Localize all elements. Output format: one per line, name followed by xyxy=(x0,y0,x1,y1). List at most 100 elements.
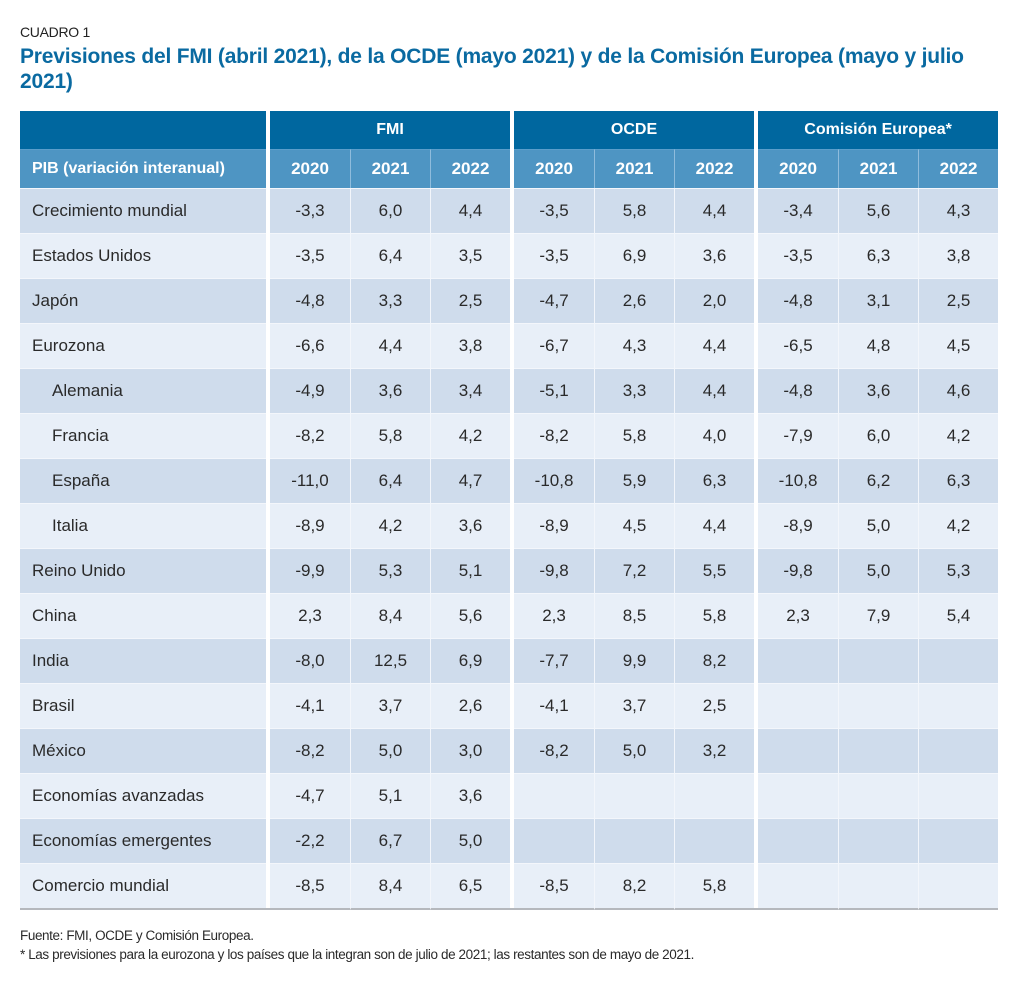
row-label: Japón xyxy=(20,278,266,323)
row-label: Estados Unidos xyxy=(20,233,266,278)
cell-ce-2021 xyxy=(838,638,919,683)
cell-ce-2022: 4,6 xyxy=(918,368,999,413)
cell-fmi-2021: 4,2 xyxy=(350,503,430,548)
cell-ce-2022: 4,2 xyxy=(918,413,999,458)
cell-fmi-2022: 4,2 xyxy=(430,413,511,458)
row-label: Brasil xyxy=(20,683,266,728)
cell-ocde-2021: 5,0 xyxy=(594,728,675,773)
cell-ocde-2020: -10,8 xyxy=(514,458,595,503)
cell-fmi-2020: -6,6 xyxy=(270,323,350,368)
cell-fmi-2022: 5,1 xyxy=(430,548,511,593)
cell-ce-2021: 6,3 xyxy=(838,233,919,278)
cell-ocde-2021: 4,3 xyxy=(594,323,675,368)
cell-ocde-2020: -8,9 xyxy=(514,503,595,548)
cell-fmi-2020: 2,3 xyxy=(270,593,350,638)
cell-ce-2022: 4,2 xyxy=(918,503,999,548)
cell-fmi-2022: 4,4 xyxy=(430,188,511,233)
table-notes: Fuente: FMI, OCDE y Comisión Europea. * … xyxy=(20,926,694,964)
table-row: Brasil -4,1 3,7 2,6 -4,1 3,7 2,5 xyxy=(20,683,999,728)
cell-ce-2022: 4,5 xyxy=(918,323,999,368)
cell-ce-2020: 2,3 xyxy=(758,593,839,638)
cell-ocde-2021: 5,8 xyxy=(594,413,675,458)
cell-ocde-2020: -3,5 xyxy=(514,188,595,233)
cell-ce-2021: 5,0 xyxy=(838,548,919,593)
cell-ce-2021: 6,0 xyxy=(838,413,919,458)
cell-fmi-2022: 3,6 xyxy=(430,503,511,548)
cell-ce-2020: -6,5 xyxy=(758,323,839,368)
cell-ce-2022 xyxy=(918,863,999,910)
cell-ce-2022: 4,3 xyxy=(918,188,999,233)
row-label: Crecimiento mundial xyxy=(20,188,266,233)
cell-fmi-2022: 3,0 xyxy=(430,728,511,773)
cell-ce-2022: 3,8 xyxy=(918,233,999,278)
row-label: Economías emergentes xyxy=(20,818,266,863)
cell-ce-2020 xyxy=(758,683,839,728)
table-row: Italia -8,9 4,2 3,6 -8,9 4,5 4,4 -8,9 5,0 4,2 xyxy=(20,503,999,548)
cell-ocde-2020: 2,3 xyxy=(514,593,595,638)
cell-ocde-2022: 4,4 xyxy=(674,188,755,233)
cell-ocde-2021: 8,2 xyxy=(594,863,675,910)
cell-ce-2020: -10,8 xyxy=(758,458,839,503)
group-header-ocde: OCDE xyxy=(514,111,755,149)
cell-fmi-2020: -8,5 xyxy=(270,863,350,910)
table-title: Previsiones del FMI (abril 2021), de la … xyxy=(20,45,964,93)
cell-ocde-2022: 2,5 xyxy=(674,683,755,728)
cell-ce-2022: 5,3 xyxy=(918,548,999,593)
cell-fmi-2021: 3,3 xyxy=(350,278,430,323)
cell-ce-2020 xyxy=(758,818,839,863)
cell-fmi-2022: 3,4 xyxy=(430,368,511,413)
cell-fmi-2021: 12,5 xyxy=(350,638,430,683)
cell-fmi-2020: -4,1 xyxy=(270,683,350,728)
cell-ce-2022 xyxy=(918,818,999,863)
year-header: 2022 xyxy=(918,149,999,188)
cell-ce-2020 xyxy=(758,863,839,910)
cell-fmi-2022: 3,8 xyxy=(430,323,511,368)
cell-ocde-2020 xyxy=(514,818,595,863)
cell-ce-2021: 6,2 xyxy=(838,458,919,503)
cell-ce-2020: -4,8 xyxy=(758,368,839,413)
year-header: 2021 xyxy=(594,149,675,188)
cell-fmi-2021: 5,3 xyxy=(350,548,430,593)
cell-ocde-2020: -8,2 xyxy=(514,728,595,773)
footnote: * Las previsiones para la eurozona y los… xyxy=(20,947,694,962)
table-kicker: CUADRO 1 xyxy=(20,24,90,40)
table-row: Estados Unidos -3,5 6,4 3,5 -3,5 6,9 3,6 -3,5 6,… xyxy=(20,233,999,278)
row-label: Francia xyxy=(20,413,266,458)
cell-ocde-2022: 4,4 xyxy=(674,368,755,413)
cell-ocde-2022 xyxy=(674,773,755,818)
cell-fmi-2020: -8,0 xyxy=(270,638,350,683)
cell-ce-2020: -3,5 xyxy=(758,233,839,278)
row-label: España xyxy=(20,458,266,503)
cell-fmi-2020: -4,8 xyxy=(270,278,350,323)
cell-fmi-2021: 8,4 xyxy=(350,863,430,910)
row-label: Alemania xyxy=(20,368,266,413)
row-label: México xyxy=(20,728,266,773)
year-header: 2020 xyxy=(270,149,350,188)
cell-ocde-2020: -9,8 xyxy=(514,548,595,593)
cell-ocde-2022: 4,4 xyxy=(674,323,755,368)
cell-ocde-2022: 4,4 xyxy=(674,503,755,548)
group-header-blank xyxy=(20,111,266,149)
cell-fmi-2022: 2,6 xyxy=(430,683,511,728)
cell-fmi-2020: -8,2 xyxy=(270,728,350,773)
cell-ce-2020: -3,4 xyxy=(758,188,839,233)
table-row: India -8,0 12,5 6,9 -7,7 9,9 8,2 xyxy=(20,638,999,683)
cell-ce-2020: -9,8 xyxy=(758,548,839,593)
cell-ocde-2021: 2,6 xyxy=(594,278,675,323)
cell-fmi-2022: 2,5 xyxy=(430,278,511,323)
cell-ce-2022 xyxy=(918,773,999,818)
cell-fmi-2021: 3,6 xyxy=(350,368,430,413)
cell-ce-2021 xyxy=(838,683,919,728)
cell-ce-2021: 7,9 xyxy=(838,593,919,638)
cell-ce-2022 xyxy=(918,728,999,773)
cell-fmi-2020: -2,2 xyxy=(270,818,350,863)
table-row: Economías emergentes -2,2 6,7 5,0 xyxy=(20,818,999,863)
cell-fmi-2021: 3,7 xyxy=(350,683,430,728)
row-label: Italia xyxy=(20,503,266,548)
cell-ocde-2022: 8,2 xyxy=(674,638,755,683)
year-header: 2020 xyxy=(514,149,595,188)
cell-ocde-2022: 3,6 xyxy=(674,233,755,278)
cell-ocde-2020: -4,7 xyxy=(514,278,595,323)
year-header: 2020 xyxy=(758,149,839,188)
cell-ce-2020: -8,9 xyxy=(758,503,839,548)
